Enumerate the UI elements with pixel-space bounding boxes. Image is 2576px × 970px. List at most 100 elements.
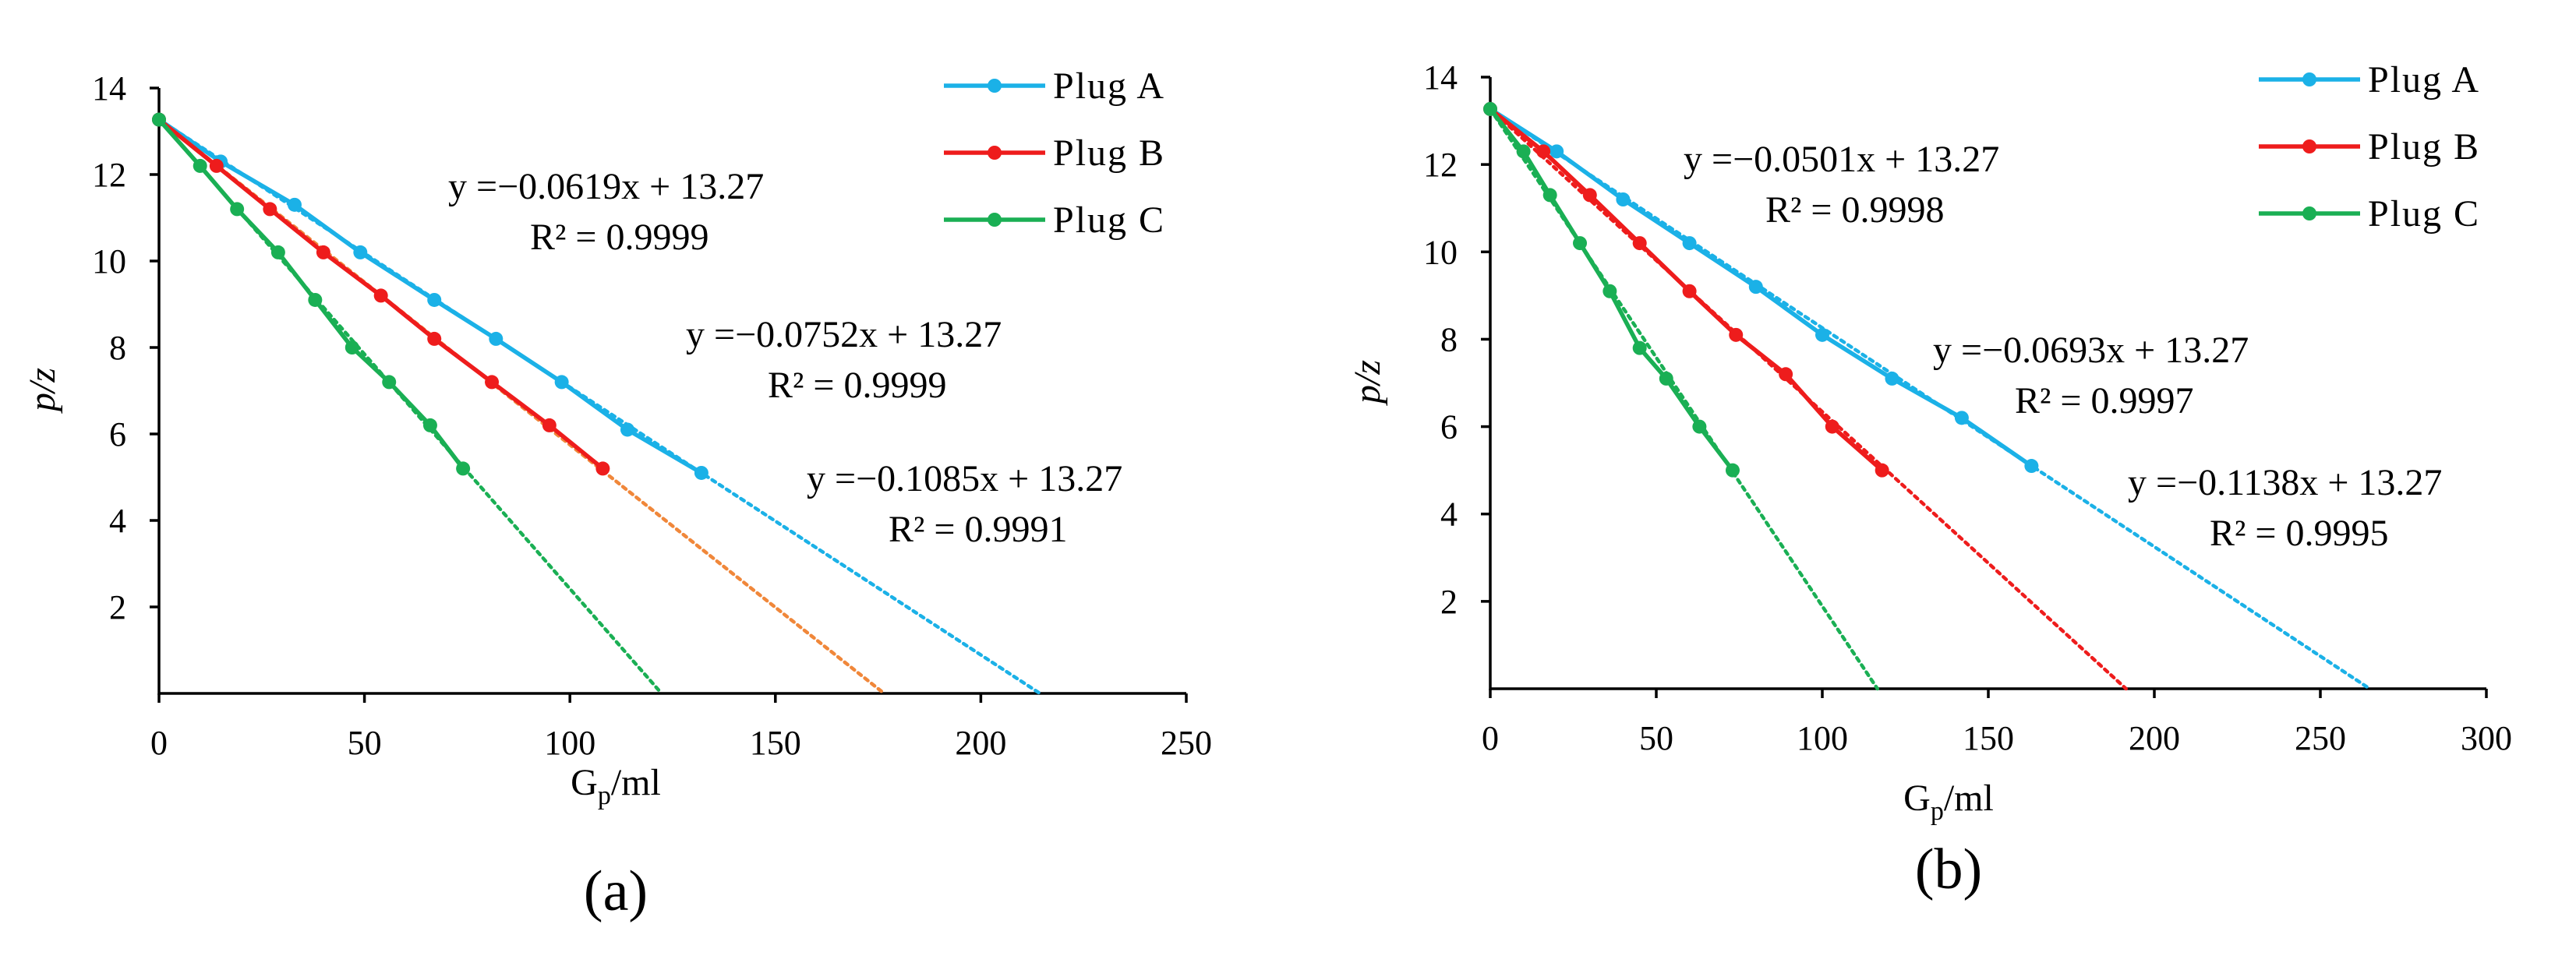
trend-equation: y =−0.0693x + 13.27 [1933, 330, 2249, 371]
trend-equation: y =−0.1138x + 13.27 [2128, 462, 2442, 503]
legend-label: Plug B [1053, 132, 1165, 174]
data-point [1483, 101, 1497, 116]
trend-r-squared: R² = 0.9999 [530, 217, 708, 258]
x-tick-label: 100 [544, 724, 595, 762]
legend-swatch-marker [2302, 206, 2316, 220]
x-tick-label: 100 [1797, 719, 1848, 757]
data-point [1516, 144, 1531, 159]
trend-r-squared: R² = 0.9995 [2210, 513, 2388, 554]
legend-swatch-marker [2302, 139, 2316, 153]
data-point [1616, 192, 1631, 206]
x-tick-label: 150 [1963, 719, 2014, 757]
data-point [427, 331, 442, 346]
data-point [1825, 419, 1839, 434]
legend-label: Plug B [2368, 126, 2480, 168]
y-tick-label: 14 [92, 69, 126, 108]
legend-item: Plug C [2259, 193, 2479, 235]
y-tick-label: 6 [1440, 408, 1458, 446]
y-axis-title: p/z [1347, 360, 1388, 406]
data-point [1729, 327, 1744, 342]
x-tick-label: 300 [2461, 719, 2512, 757]
data-point [1954, 411, 1969, 425]
data-point [489, 331, 504, 346]
data-point [1748, 280, 1763, 295]
trend-r-squared: R² = 0.9991 [889, 509, 1067, 550]
data-point [1632, 236, 1647, 251]
x-tick-label: 50 [348, 724, 382, 762]
legend-item: Plug B [2259, 126, 2480, 168]
data-point [353, 245, 368, 259]
legend-swatch-marker [988, 146, 1002, 160]
y-tick-label: 4 [1440, 496, 1458, 534]
data-point [193, 158, 207, 173]
legend-item: Plug A [944, 65, 1165, 107]
y-tick-label: 2 [109, 588, 126, 626]
legend-swatch-marker [988, 213, 1002, 227]
data-point [427, 292, 442, 307]
data-point [382, 375, 397, 390]
data-point [308, 292, 323, 307]
y-tick-label: 2 [1440, 583, 1458, 621]
trend-equation: y =−0.0752x + 13.27 [686, 314, 1002, 355]
legend-label: Plug C [1053, 199, 1165, 241]
data-point [595, 461, 610, 476]
legend-item: Plug A [2259, 59, 2480, 101]
x-tick-label: 200 [2129, 719, 2180, 757]
chart-panel-b: 0 50 100 150 200 250 300 2 4 6 8 10 12 14 Gp/ml p/z y =−… [1347, 58, 2512, 901]
trend-r-squared: R² = 0.9997 [2015, 380, 2193, 422]
x-tick-label: 0 [150, 724, 168, 762]
data-point [345, 340, 359, 354]
data-point [1573, 236, 1588, 251]
data-point [1682, 284, 1697, 298]
data-point [1692, 419, 1707, 434]
x-tick-label: 150 [750, 724, 801, 762]
trend-r-squared: R² = 0.9999 [768, 365, 946, 406]
legend-swatch-marker [988, 79, 1002, 93]
x-axis-title: Gp/ml [1903, 778, 1994, 826]
trend-r-squared: R² = 0.9998 [1765, 189, 1944, 231]
data-point [1542, 188, 1557, 203]
data-point [152, 112, 166, 127]
data-point [485, 375, 500, 390]
x-tick-label: 0 [1482, 719, 1499, 757]
y-tick-label: 10 [1423, 233, 1458, 271]
trend-equation: y =−0.0501x + 13.27 [1684, 139, 1999, 180]
data-point [1602, 284, 1617, 298]
y-tick-label: 8 [1440, 320, 1458, 358]
legend-item: Plug B [944, 132, 1165, 174]
data-point [263, 202, 277, 217]
legend-label: Plug A [1053, 65, 1165, 107]
data-point [620, 422, 635, 437]
data-point [1549, 144, 1564, 159]
data-point [694, 465, 708, 480]
data-point [1582, 188, 1597, 203]
y-tick-label: 6 [109, 415, 126, 453]
x-axis-title: Gp/ml [571, 762, 661, 810]
data-point [1815, 327, 1829, 342]
x-tick-label: 50 [1639, 719, 1673, 757]
data-point [270, 245, 285, 259]
data-point [230, 202, 245, 217]
x-tick-label: 200 [955, 724, 1006, 762]
legend-label: Plug A [2368, 59, 2480, 101]
panel-label: (b) [1915, 838, 1982, 901]
data-point [2024, 459, 2039, 474]
y-tick-label: 12 [92, 156, 126, 194]
data-point [1779, 367, 1793, 382]
panel-label: (a) [584, 859, 648, 923]
data-point [456, 461, 471, 476]
x-tick-label: 250 [2295, 719, 2346, 757]
trend-equation: y =−0.1085x + 13.27 [807, 458, 1122, 499]
trend-equation: y =−0.0619x + 13.27 [448, 166, 764, 207]
data-point [1725, 463, 1740, 478]
y-axis-title: p/z [22, 368, 63, 414]
data-point [287, 197, 302, 212]
legend-item: Plug C [944, 199, 1165, 241]
data-point [373, 288, 388, 303]
x-tick-label: 250 [1161, 724, 1212, 762]
chart-panel-a: 0 50 100 150 200 250 2 4 6 8 10 12 14 Gp/ml p/z y =−0.0… [22, 65, 1212, 923]
data-point [1659, 371, 1673, 386]
data-point [1536, 144, 1551, 159]
data-point [1875, 463, 1889, 478]
